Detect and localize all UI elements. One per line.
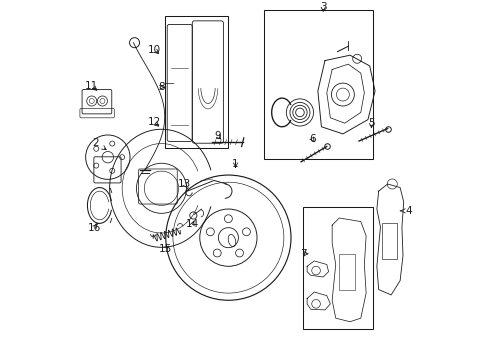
Text: 10: 10 — [147, 45, 161, 55]
Text: 12: 12 — [147, 117, 161, 127]
Text: 14: 14 — [185, 219, 199, 229]
Text: 13: 13 — [178, 179, 191, 189]
Bar — [339, 254, 355, 289]
Bar — [165, 16, 227, 148]
Text: 9: 9 — [214, 131, 221, 141]
Text: 6: 6 — [308, 134, 315, 144]
Bar — [382, 223, 396, 259]
Text: 15: 15 — [158, 244, 171, 254]
Text: 4: 4 — [399, 206, 411, 216]
Text: 7: 7 — [300, 249, 307, 259]
Text: 5: 5 — [367, 118, 374, 128]
Text: 11: 11 — [84, 81, 98, 91]
Bar — [302, 207, 372, 329]
Text: 3: 3 — [319, 2, 326, 12]
Text: 16: 16 — [87, 222, 101, 233]
Text: 2: 2 — [93, 138, 106, 150]
Text: 8: 8 — [158, 82, 164, 93]
Text: 1: 1 — [232, 159, 238, 169]
Bar — [264, 10, 372, 159]
